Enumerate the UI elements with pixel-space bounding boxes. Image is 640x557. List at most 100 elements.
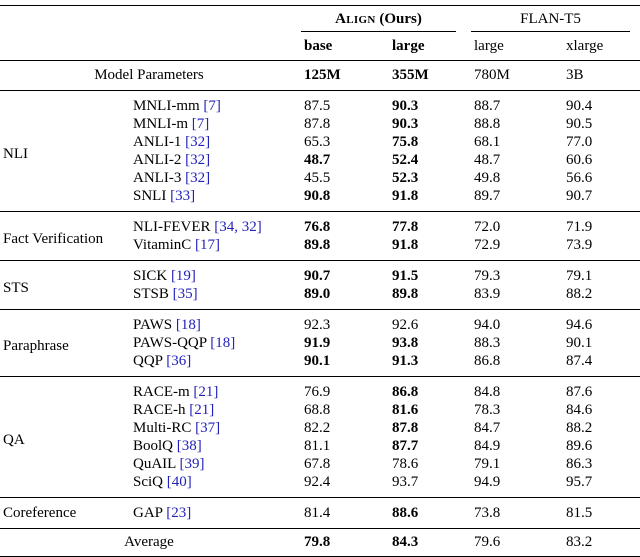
citation-link[interactable]: [21] — [193, 384, 219, 400]
citation-link[interactable]: [18] — [175, 317, 201, 333]
dataset-name: PAWS — [133, 317, 176, 333]
citation-link[interactable]: [19] — [170, 268, 196, 284]
citation-link[interactable]: [33] — [170, 188, 196, 204]
citation-link[interactable]: [37] — [195, 420, 221, 436]
score-cell: 92.3 — [298, 309, 386, 334]
average-align-base: 79.8 — [298, 528, 386, 557]
citation-link[interactable]: [32] — [185, 170, 211, 186]
citation-link[interactable]: [17] — [195, 237, 221, 253]
citation-link[interactable]: [7] — [203, 98, 221, 114]
citation-link[interactable]: [7] — [191, 116, 210, 132]
score-cell: 93.8 — [392, 335, 419, 351]
task-group-label: QA — [0, 376, 128, 498]
dataset-cell: MNLI-m [7] — [128, 115, 298, 133]
table-row: QA RACE-m [21] 76.9 86.8 84.8 87.6 — [0, 376, 640, 498]
score-cell: 91.8 — [392, 237, 419, 253]
citation-link[interactable]: [32] — [185, 134, 211, 150]
score-cell: 81.5 — [560, 497, 640, 529]
table-row: QuAIL [39] 67.8 78.6 79.1 86.3 — [0, 455, 640, 473]
score-cell: 81.1 — [304, 438, 331, 454]
score-cell: 73.8 — [468, 497, 561, 529]
dataset-name: BoolQ — [133, 438, 177, 454]
table-row: SciQ [40] 92.4 93.7 94.9 95.7 — [0, 473, 640, 498]
dataset-name: MNLI-mm — [133, 98, 204, 114]
col-header-align-large: large — [386, 32, 469, 61]
dataset-name: QQP — [133, 353, 167, 369]
score-cell: 65.3 — [304, 134, 331, 150]
dataset-name: RACE-h — [133, 402, 190, 418]
score-cell: 82.2 — [304, 420, 331, 436]
citation-link[interactable]: [39] — [179, 456, 205, 472]
table-row: ANLI-2 [32] 48.7 52.4 48.7 60.6 — [0, 151, 640, 169]
params-align-large: 355M — [386, 60, 469, 91]
score-cell: 92.4 — [304, 474, 331, 490]
citation-link[interactable]: [36] — [166, 353, 192, 369]
results-table: Align (Ours) FLAN-T5 base large large xl… — [0, 5, 640, 557]
score-cell: 86.8 — [386, 376, 469, 401]
score-cell: 72.9 — [474, 237, 501, 253]
score-cell: 90.8 — [304, 188, 331, 204]
score-cell: 88.7 — [468, 90, 561, 115]
citation-link[interactable]: [40] — [166, 474, 192, 490]
average-flan-large: 79.6 — [468, 528, 561, 557]
score-cell: 90.3 — [386, 90, 469, 115]
col-header-flan-xlarge: xlarge — [560, 32, 640, 61]
dataset-cell: VitaminC [17] — [128, 236, 298, 261]
score-cell: 84.6 — [566, 402, 593, 418]
score-cell: 89.0 — [304, 286, 331, 302]
score-cell: 90.7 — [298, 260, 386, 285]
dataset-name: VitaminC — [133, 237, 196, 253]
task-group-label: STS — [0, 260, 128, 310]
citation-link[interactable]: [35] — [172, 286, 198, 302]
dataset-cell: SICK [19] — [128, 260, 298, 285]
dataset-name: ANLI-2 — [133, 152, 186, 168]
dataset-cell: PAWS [18] — [128, 309, 298, 334]
score-cell: 49.8 — [474, 170, 501, 186]
citation-link[interactable]: [38] — [176, 438, 202, 454]
score-cell: 90.5 — [566, 116, 593, 132]
score-cell: 91.9 — [304, 335, 331, 351]
table-body: NLI MNLI-mm [7] 87.5 90.3 88.7 90.4 MNLI-m [7]… — [0, 90, 640, 529]
average-flan-xlarge: 83.2 — [560, 528, 640, 557]
score-cell: 45.5 — [304, 170, 331, 186]
score-cell: 84.8 — [468, 376, 561, 401]
citation-link[interactable]: [23] — [166, 505, 192, 521]
dataset-name: SNLI — [133, 188, 171, 204]
dataset-name: STSB — [133, 286, 173, 302]
score-cell: 77.8 — [386, 211, 469, 236]
score-cell: 94.6 — [560, 309, 640, 334]
score-cell: 90.3 — [392, 116, 419, 132]
score-cell: 84.7 — [474, 420, 501, 436]
score-cell: 90.4 — [560, 90, 640, 115]
average-row: Average 79.8 84.3 79.6 83.2 — [0, 528, 640, 557]
score-cell: 88.2 — [566, 420, 593, 436]
flan-model-name: FLAN-T5 — [471, 9, 631, 32]
citation-link[interactable]: [34, 32] — [214, 219, 262, 235]
score-cell: 76.8 — [298, 211, 386, 236]
score-cell: 87.7 — [392, 438, 419, 454]
citation-link[interactable]: [32] — [185, 152, 211, 168]
score-cell: 93.7 — [392, 474, 419, 490]
citation-link[interactable]: [21] — [189, 402, 215, 418]
dataset-cell: BoolQ [38] — [128, 437, 298, 455]
score-cell: 79.1 — [474, 456, 501, 472]
dataset-name: RACE-m — [133, 384, 194, 400]
score-cell: 83.9 — [474, 286, 501, 302]
score-cell: 73.9 — [566, 237, 593, 253]
table-row: Multi-RC [37] 82.2 87.8 84.7 88.2 — [0, 419, 640, 437]
score-cell: 86.3 — [566, 456, 593, 472]
dataset-cell: PAWS-QQP [18] — [128, 334, 298, 352]
score-cell: 88.2 — [566, 286, 593, 302]
score-cell: 84.9 — [474, 438, 501, 454]
score-cell: 48.7 — [474, 152, 501, 168]
task-group-label: Paraphrase — [0, 309, 128, 377]
score-cell: 92.6 — [386, 309, 469, 334]
score-cell: 88.8 — [474, 116, 501, 132]
params-flan-large: 780M — [468, 60, 561, 91]
score-cell: 71.9 — [560, 211, 640, 236]
dataset-name: ANLI-3 — [133, 170, 186, 186]
score-cell: 87.5 — [298, 90, 386, 115]
align-model-suffix: (Ours) — [375, 11, 422, 27]
citation-link[interactable]: [18] — [210, 335, 236, 351]
dataset-name: PAWS-QQP — [133, 335, 211, 351]
